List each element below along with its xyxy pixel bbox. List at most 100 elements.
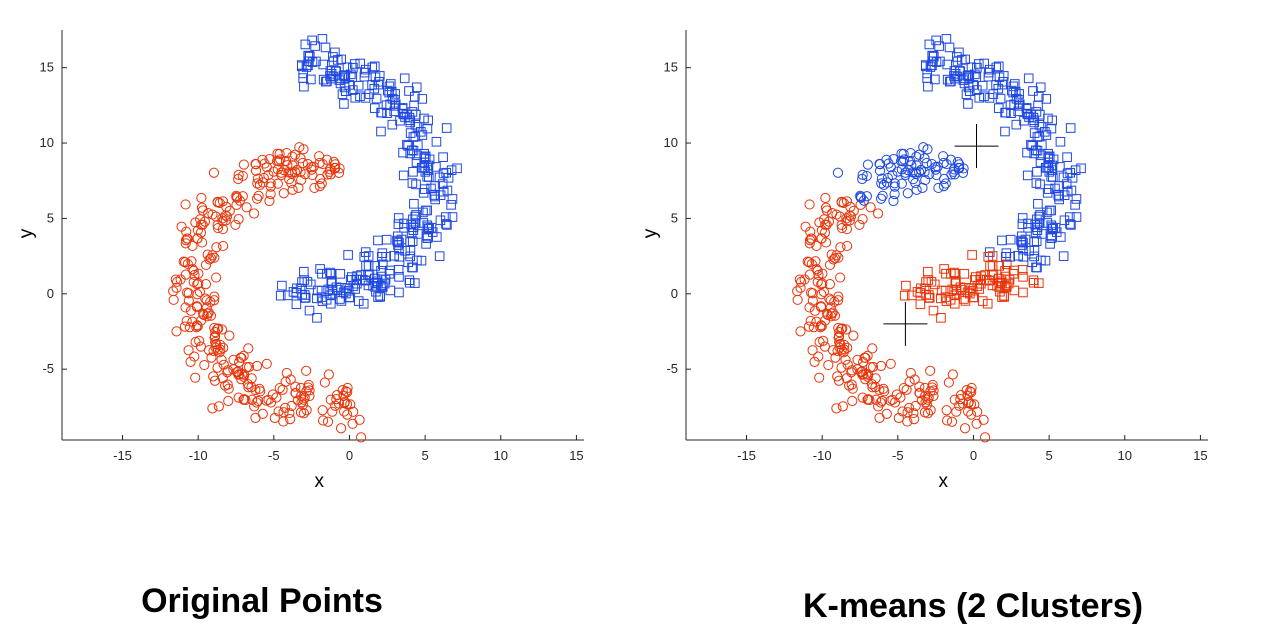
data-point-square xyxy=(343,285,354,296)
data-point-circle xyxy=(304,385,315,396)
data-point-circle xyxy=(201,295,212,306)
data-point-square xyxy=(334,75,345,85)
data-point-square xyxy=(1014,99,1025,110)
data-point-circle xyxy=(179,321,191,332)
data-point-square xyxy=(979,91,989,102)
data-point-circle xyxy=(885,358,896,369)
data-point-circle xyxy=(816,233,827,244)
data-point-circle xyxy=(224,205,235,216)
data-point-circle xyxy=(816,321,827,332)
data-point-circle xyxy=(191,301,203,312)
data-point-square xyxy=(1032,167,1042,177)
data-point-square xyxy=(1046,222,1057,232)
data-point-circle xyxy=(846,379,857,390)
data-point-square xyxy=(995,93,1006,104)
data-point-square xyxy=(985,275,995,286)
data-point-circle xyxy=(212,222,224,234)
data-point-circle xyxy=(978,414,989,425)
data-point-circle xyxy=(904,376,915,387)
data-point-square xyxy=(1046,205,1057,216)
data-point-circle xyxy=(316,178,327,189)
data-point-circle xyxy=(192,289,203,300)
y-axis-label: y xyxy=(16,228,37,238)
data-point-square xyxy=(367,62,378,73)
data-point-circle xyxy=(267,389,278,400)
data-point-circle xyxy=(309,182,320,194)
data-point-circle xyxy=(331,389,343,401)
data-point-circle xyxy=(927,382,938,393)
data-point-square xyxy=(916,283,926,294)
data-point-circle xyxy=(196,202,208,213)
data-point-square xyxy=(923,266,933,277)
data-point-circle xyxy=(274,382,285,394)
data-point-square xyxy=(1027,257,1037,268)
data-point-square xyxy=(404,112,415,123)
data-point-circle xyxy=(264,195,275,207)
data-point-circle xyxy=(233,214,244,225)
data-point-circle xyxy=(946,416,958,427)
x-tick-label: 10 xyxy=(494,448,508,463)
data-point-circle xyxy=(857,392,868,403)
data-point-circle xyxy=(817,278,828,289)
data-point-circle xyxy=(223,383,234,394)
data-point-square xyxy=(411,109,421,120)
data-point-square xyxy=(342,62,353,73)
data-point-square xyxy=(968,292,979,303)
data-point-circle xyxy=(278,407,289,418)
data-point-circle xyxy=(828,254,839,265)
data-point-circle xyxy=(354,414,365,425)
y-tick-label: 5 xyxy=(671,210,678,225)
data-point-circle xyxy=(836,344,847,355)
data-point-square xyxy=(1010,79,1020,89)
data-point-square xyxy=(343,250,353,260)
data-point-circle xyxy=(250,412,261,423)
data-point-circle xyxy=(888,195,899,207)
y-tick-label: 0 xyxy=(47,286,54,301)
data-point-circle xyxy=(857,214,868,225)
data-point-square xyxy=(374,71,385,81)
data-point-circle xyxy=(191,320,203,331)
data-point-circle xyxy=(195,227,207,238)
data-point-circle xyxy=(854,219,865,230)
data-point-square xyxy=(403,257,413,268)
data-point-circle xyxy=(230,219,241,230)
data-point-circle xyxy=(819,341,831,352)
data-point-circle xyxy=(356,432,367,443)
data-point-square xyxy=(438,186,449,197)
data-point-circle xyxy=(800,221,811,232)
data-point-circle xyxy=(940,178,951,189)
data-point-circle xyxy=(200,279,212,290)
data-point-square xyxy=(974,59,984,69)
data-point-square xyxy=(340,73,351,83)
data-point-square xyxy=(921,61,931,72)
data-point-square xyxy=(335,294,345,304)
y-axis-label: y xyxy=(640,228,661,238)
data-point-square xyxy=(1018,237,1028,248)
data-point-square xyxy=(438,152,448,162)
data-point-square xyxy=(983,67,994,78)
data-point-circle xyxy=(209,295,220,306)
data-point-circle xyxy=(290,149,301,160)
data-point-square xyxy=(1062,186,1073,197)
x-tick-label: 0 xyxy=(970,448,977,463)
data-point-circle xyxy=(871,394,882,405)
data-point-square xyxy=(915,299,926,310)
data-point-circle xyxy=(335,423,347,434)
data-point-circle xyxy=(341,399,353,410)
data-point-circle xyxy=(823,359,834,371)
data-point-circle xyxy=(861,170,872,182)
data-point-circle xyxy=(250,159,262,170)
data-point-square xyxy=(930,279,940,290)
data-point-square xyxy=(984,93,995,103)
data-point-circle xyxy=(193,278,204,289)
data-point-circle xyxy=(867,382,878,393)
data-point-circle xyxy=(248,208,260,219)
data-point-circle xyxy=(261,395,272,406)
data-point-square xyxy=(404,86,414,96)
data-point-square xyxy=(338,287,349,298)
data-point-square xyxy=(429,190,440,200)
data-point-circle xyxy=(794,274,805,285)
data-point-square xyxy=(987,261,998,271)
data-point-circle xyxy=(804,302,815,313)
data-point-circle xyxy=(187,263,198,275)
